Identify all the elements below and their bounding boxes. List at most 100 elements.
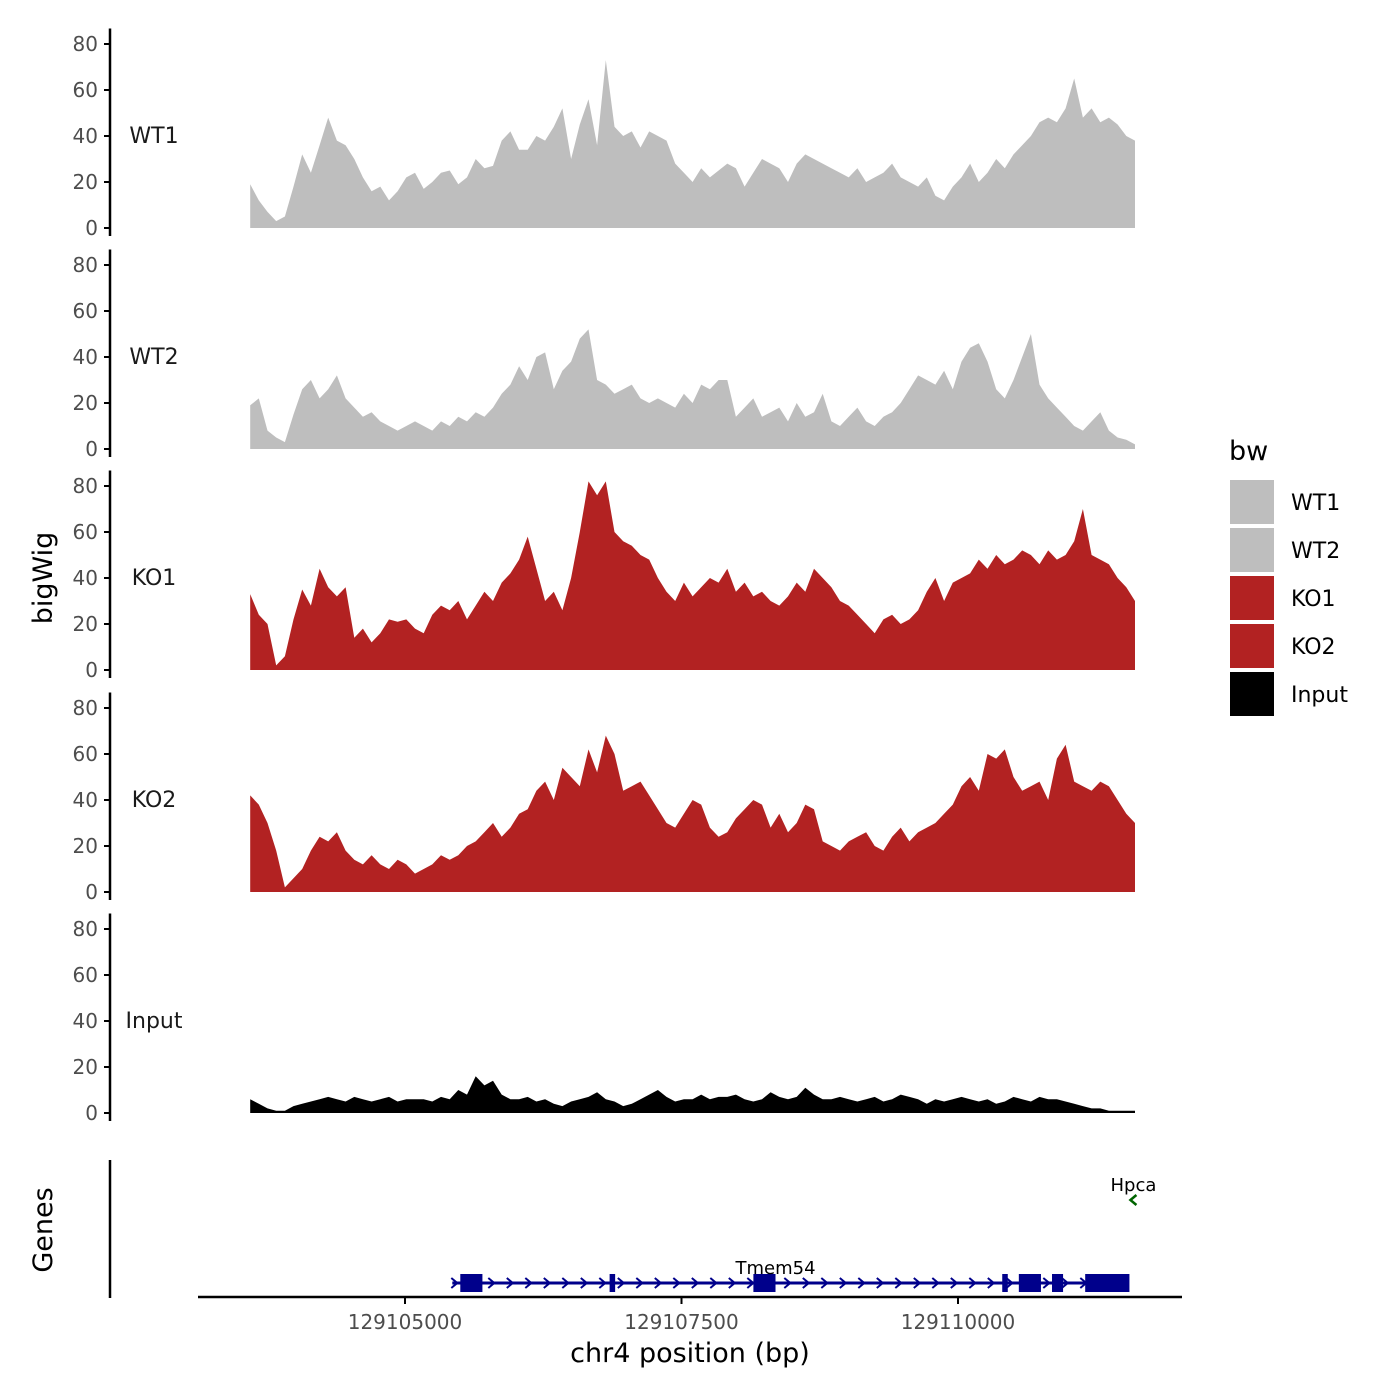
strand-arrow-icon [450, 1277, 459, 1289]
strand-arrow-icon [691, 1277, 700, 1289]
track-input: 0 20 40 60 80 Input [73, 913, 1135, 1125]
gene-annotation-panel: 129105000 129107500 129110000 Tmem54 Hpca [108, 1160, 1182, 1334]
x-tick-label: 129105000 [348, 1310, 463, 1334]
genes-axis-title: Genes [28, 1187, 59, 1272]
strand-arrow-icon [635, 1277, 644, 1289]
legend-swatch [1230, 624, 1274, 668]
gene-exon [1085, 1274, 1130, 1292]
y-tick-label: 0 [85, 880, 98, 904]
x-tick-label: 129107500 [624, 1310, 739, 1334]
coverage-area-wt2 [250, 329, 1135, 449]
legend-item-ko1: KO1 [1230, 576, 1336, 620]
y-tick-label: 80 [73, 474, 98, 498]
y-tick-label: 0 [85, 658, 98, 682]
track-label-wt2: WT2 [129, 345, 178, 370]
track-label-ko1: KO1 [132, 566, 177, 591]
strand-arrow-icon [746, 1277, 755, 1289]
strand-arrow-icon [857, 1277, 866, 1289]
strand-arrow-icon [580, 1277, 589, 1289]
strand-arrow-icon [543, 1277, 552, 1289]
track-ko1: 0 20 40 60 80 KO1 [73, 470, 1135, 682]
legend-item-wt2: WT2 [1230, 528, 1340, 572]
y-tick-label: 80 [73, 696, 98, 720]
legend-item-wt1: WT1 [1230, 480, 1340, 524]
legend-title: bw [1229, 436, 1268, 467]
legend-label: WT2 [1291, 539, 1340, 564]
strand-arrow-icon [561, 1277, 570, 1289]
y-tick-label: 60 [73, 963, 98, 987]
y-tick-label: 20 [73, 170, 98, 194]
coverage-area-wt1 [250, 60, 1135, 228]
coverage-area-ko2 [250, 735, 1135, 892]
y-tick-label: 40 [73, 788, 98, 812]
strand-arrow-icon [987, 1277, 996, 1289]
legend-label: KO2 [1291, 635, 1336, 660]
gene-exon [460, 1274, 483, 1292]
legend-swatch [1230, 672, 1274, 716]
y-tick-label: 20 [73, 1055, 98, 1079]
strand-arrow-icon [783, 1277, 792, 1289]
gene-label: Tmem54 [734, 1258, 815, 1279]
strand-arrow-icon [617, 1277, 626, 1289]
strand-arrow-icon [672, 1277, 681, 1289]
strand-arrow-icon [598, 1277, 607, 1289]
y-tick-label: 40 [73, 566, 98, 590]
strand-arrow-icon [820, 1277, 829, 1289]
legend-swatch [1230, 480, 1274, 524]
gene-exon [1052, 1274, 1064, 1292]
gene-exon [1002, 1274, 1008, 1292]
strand-arrow-icon [728, 1277, 737, 1289]
strand-arrow-icon [839, 1277, 848, 1289]
y-tick-label: 60 [73, 520, 98, 544]
legend-label: WT1 [1291, 491, 1340, 516]
strand-arrow-icon [950, 1277, 959, 1289]
gene-exon [609, 1274, 616, 1292]
track-label-input: Input [126, 1009, 183, 1034]
y-axis-title: bigWig [28, 532, 59, 625]
legend-swatch [1230, 528, 1274, 572]
strand-arrow-icon [968, 1277, 977, 1289]
strand-arrow-icon [1042, 1277, 1051, 1289]
y-tick-label: 60 [73, 742, 98, 766]
legend: bw WT1 WT2 KO1 KO2 Input [1229, 436, 1348, 716]
legend-item-input: Input [1230, 672, 1348, 716]
x-tick-label: 129110000 [901, 1310, 1016, 1334]
track-wt2: 0 20 40 60 80 WT2 [73, 249, 1135, 461]
y-tick-label: 40 [73, 124, 98, 148]
y-tick-label: 80 [73, 253, 98, 277]
coverage-tracks: 0 20 40 60 80 WT1 0 20 40 60 80 WT2 0 20 40 60 80 KO1 0 20 4… [73, 28, 1135, 1125]
strand-arrow-icon [802, 1277, 811, 1289]
strand-arrow-icon [506, 1277, 515, 1289]
strand-arrow-icon [876, 1277, 885, 1289]
y-tick-label: 20 [73, 612, 98, 636]
coverage-area-input [250, 1076, 1135, 1113]
y-tick-label: 40 [73, 345, 98, 369]
y-tick-label: 20 [73, 834, 98, 858]
gene-exon [753, 1274, 776, 1292]
x-axis-title: chr4 position (bp) [570, 1338, 810, 1369]
strand-arrow-icon [654, 1277, 663, 1289]
y-tick-label: 0 [85, 437, 98, 461]
track-label-ko2: KO2 [132, 788, 177, 813]
track-ko2: 0 20 40 60 80 KO2 [73, 692, 1135, 904]
strand-arrow-icon [894, 1277, 903, 1289]
gene-label: Hpca [1110, 1175, 1156, 1196]
strand-arrow-icon [1005, 1277, 1014, 1289]
y-tick-label: 20 [73, 391, 98, 415]
gene-exon [1018, 1274, 1041, 1292]
strand-arrow-icon [931, 1277, 940, 1289]
gene-hpca: Hpca [1110, 1175, 1156, 1206]
coverage-area-ko1 [250, 481, 1135, 670]
strand-arrow-icon [913, 1277, 922, 1289]
strand-arrow-icon [524, 1277, 533, 1289]
gene-tmem54: Tmem54 [450, 1258, 1130, 1292]
track-label-wt1: WT1 [129, 124, 178, 149]
legend-label: KO1 [1291, 587, 1336, 612]
strand-arrow-icon [1128, 1194, 1138, 1206]
y-tick-label: 80 [73, 32, 98, 56]
y-tick-label: 0 [85, 1101, 98, 1125]
y-tick-label: 60 [73, 78, 98, 102]
strand-arrow-icon [709, 1277, 718, 1289]
y-tick-label: 40 [73, 1009, 98, 1033]
